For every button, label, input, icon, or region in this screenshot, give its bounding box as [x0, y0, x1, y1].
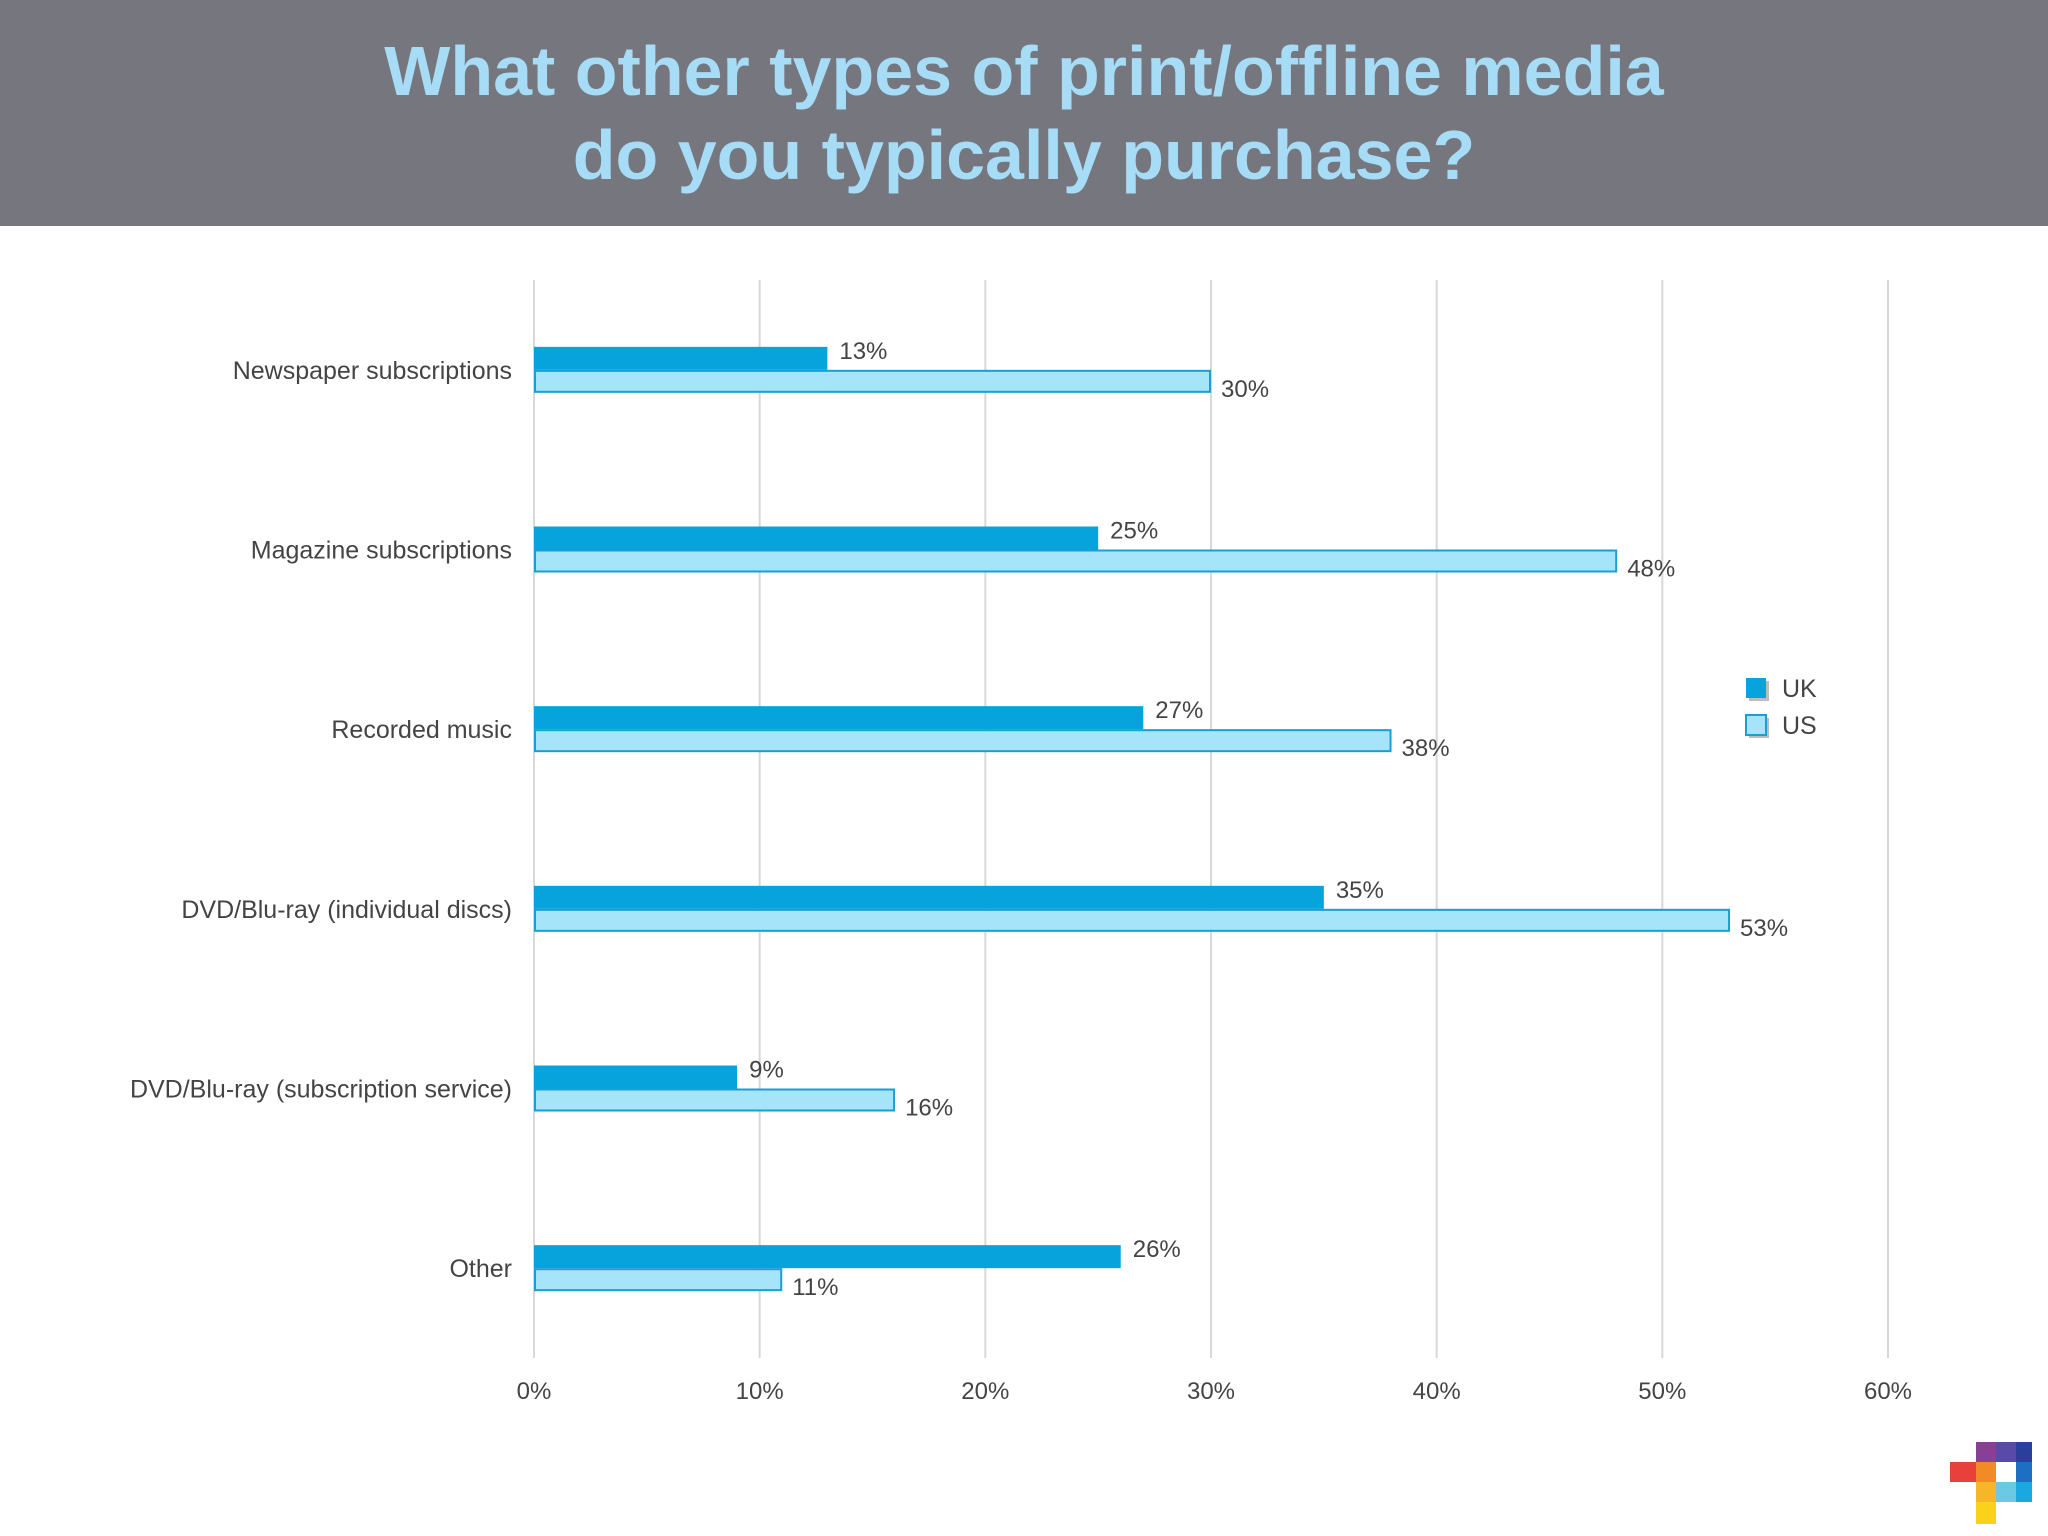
bar-uk — [534, 526, 1099, 550]
legend-label-uk: UK — [1782, 675, 1817, 703]
bar-uk — [534, 1065, 738, 1089]
data-label-uk: 26% — [1133, 1236, 1181, 1263]
data-label-us: 53% — [1740, 915, 1788, 942]
category-label: Newspaper subscriptions — [233, 357, 512, 385]
bar-uk — [534, 1245, 1121, 1269]
category-label: DVD/Blu-ray (individual discs) — [181, 896, 512, 924]
bar-us — [534, 908, 1731, 932]
data-label-uk: 35% — [1336, 877, 1384, 904]
legend-swatch-us — [1745, 714, 1767, 736]
category-label: Other — [449, 1255, 512, 1283]
data-label-us: 16% — [905, 1095, 953, 1122]
x-tick-label: 40% — [1413, 1378, 1461, 1405]
bar-uk — [534, 885, 1324, 909]
x-tick-label: 10% — [736, 1378, 784, 1405]
x-tick-label: 20% — [961, 1378, 1009, 1405]
data-label-us: 11% — [792, 1274, 838, 1301]
x-tick-label: 0% — [517, 1378, 552, 1405]
data-label-uk: 25% — [1110, 518, 1158, 545]
x-tick-label: 50% — [1638, 1378, 1686, 1405]
chart-header: What other types of print/offline media … — [0, 0, 2048, 226]
data-label-uk: 27% — [1155, 697, 1203, 724]
category-label: Magazine subscriptions — [251, 537, 512, 565]
legend-swatch-uk — [1746, 678, 1766, 698]
data-label-uk: 9% — [749, 1057, 784, 1084]
x-tick-label: 60% — [1864, 1378, 1912, 1405]
data-label-us: 30% — [1221, 376, 1269, 403]
data-label-uk: 13% — [839, 338, 887, 365]
data-label-us: 48% — [1627, 556, 1675, 583]
category-label: Recorded music — [331, 716, 512, 744]
bar-uk — [534, 346, 828, 370]
category-label: DVD/Blu-ray (subscription service) — [130, 1076, 512, 1104]
data-label-us: 38% — [1402, 735, 1450, 762]
x-tick-label: 30% — [1187, 1378, 1235, 1405]
brand-logo — [1950, 1442, 2032, 1524]
chart-title-line-1: What other types of print/offline media — [384, 32, 1664, 110]
legend-label-us: US — [1782, 712, 1817, 740]
bar-us — [534, 369, 1211, 393]
chart-title-line-2: do you typically purchase? — [572, 116, 1476, 194]
bar-us — [534, 729, 1392, 753]
bar-us — [534, 1268, 783, 1292]
bar-us — [534, 1088, 896, 1112]
bar-us — [534, 549, 1618, 573]
bar-uk — [534, 706, 1144, 730]
